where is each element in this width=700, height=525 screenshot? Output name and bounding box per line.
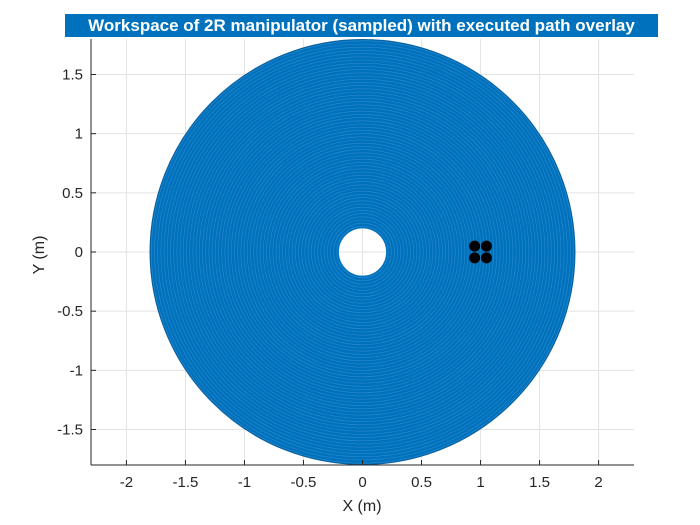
workspace-sample-ring bbox=[224, 114, 501, 390]
workspace-sample-ring bbox=[298, 187, 427, 317]
workspace-sample-ring bbox=[259, 149, 466, 355]
y-tick-label: 0.5 bbox=[62, 185, 83, 202]
x-tick-label: 1.5 bbox=[529, 474, 550, 491]
workspace-sample-ring bbox=[195, 85, 530, 419]
workspace-sample-ring bbox=[179, 69, 546, 435]
x-tick-label: 0 bbox=[358, 474, 366, 491]
workspace-sample-ring bbox=[237, 126, 488, 378]
workspace-sample-ring bbox=[192, 82, 533, 422]
workspace-sample-ring bbox=[160, 50, 565, 454]
workspace-sample-ring bbox=[211, 101, 514, 403]
workspace-sample-ring bbox=[243, 133, 482, 371]
workspace-sample-ring bbox=[170, 59, 555, 445]
x-axis-label: X (m) bbox=[342, 498, 382, 515]
x-tick-label: -1.5 bbox=[173, 474, 199, 491]
workspace-sample-ring bbox=[240, 130, 485, 374]
workspace-sample-ring bbox=[186, 75, 539, 429]
workspace-sample-ring bbox=[330, 219, 395, 285]
chart-title: Workspace of 2R manipulator (sampled) wi… bbox=[65, 14, 658, 37]
workspace-sample-ring bbox=[163, 53, 562, 451]
workspace-sample-ring bbox=[278, 168, 447, 336]
workspace-sample-ring bbox=[291, 181, 434, 323]
workspace-layer bbox=[149, 39, 576, 465]
workspace-sample-ring bbox=[250, 139, 475, 365]
workspace-sample-ring bbox=[285, 174, 440, 330]
y-tick-label: -1.5 bbox=[57, 422, 83, 439]
x-tick-label: -1 bbox=[238, 474, 251, 491]
workspace-sample-ring bbox=[230, 120, 495, 384]
workspace-sample-ring bbox=[262, 152, 463, 352]
tick-labels: -2 -1.5 -1 -0.5 0 0.5 1 1.5 2 -1.5 -1 -0.5 0 0.5 1 1.5 bbox=[57, 67, 603, 492]
workspace-sample-ring bbox=[282, 171, 443, 333]
y-tick-label: 1.5 bbox=[62, 67, 83, 84]
workspace-sample-ring bbox=[256, 146, 469, 358]
workspace-sample-ring bbox=[333, 222, 392, 282]
executed-path-layer bbox=[469, 240, 492, 264]
workspace-sample-ring bbox=[317, 206, 408, 298]
workspace-sample-ring bbox=[272, 162, 453, 342]
workspace-sample-ring bbox=[336, 226, 389, 278]
y-tick-label: -1 bbox=[70, 362, 83, 379]
workspace-sample-ring bbox=[320, 210, 405, 294]
workspace-sample-ring bbox=[246, 136, 479, 368]
y-tick-label: 0 bbox=[75, 244, 83, 261]
x-tick-label: -0.5 bbox=[291, 474, 317, 491]
workspace-region bbox=[150, 39, 575, 465]
workspace-sample-ring bbox=[198, 88, 527, 416]
x-tick-label: -2 bbox=[120, 474, 133, 491]
workspace-sample-ring bbox=[294, 184, 431, 320]
workspace-sample-ring bbox=[218, 107, 507, 397]
workspace-sample-ring bbox=[182, 72, 543, 432]
x-tick-label: 1 bbox=[476, 474, 484, 491]
workspace-sample-ring bbox=[221, 110, 504, 394]
workspace-sample-ring bbox=[304, 194, 421, 310]
workspace-sample-ring bbox=[214, 104, 511, 400]
workspace-sample-ring bbox=[234, 123, 491, 381]
workspace-sample-ring bbox=[323, 213, 402, 291]
workspace-sample-ring bbox=[301, 190, 424, 314]
workspace-sample-ring bbox=[166, 56, 559, 448]
workspace-sample-ring bbox=[227, 117, 498, 387]
workspace-sample-ring bbox=[269, 158, 456, 346]
workspace-sample-ring bbox=[208, 98, 517, 406]
workspace-sample-ring bbox=[202, 91, 523, 413]
workspace-sample-ring bbox=[173, 62, 552, 442]
y-axis-label: Y (m) bbox=[31, 235, 48, 275]
workspace-sample-ring bbox=[288, 178, 437, 326]
workspace-sample-ring bbox=[326, 216, 399, 288]
workspace-sample-ring bbox=[310, 200, 415, 304]
path-point bbox=[469, 252, 481, 264]
workspace-sample-ring bbox=[205, 94, 520, 410]
workspace-sample-ring bbox=[275, 165, 450, 339]
workspace-sample-ring bbox=[307, 197, 418, 307]
y-tick-label: -0.5 bbox=[57, 303, 83, 320]
workspace-sample-ring bbox=[314, 203, 411, 301]
workspace-sample-ring bbox=[189, 78, 536, 426]
workspace-sample-ring bbox=[157, 46, 568, 458]
y-tick-label: 1 bbox=[75, 126, 83, 143]
workspace-sample-ring bbox=[176, 66, 549, 438]
workspace-sample-ring bbox=[266, 155, 459, 349]
path-point bbox=[469, 240, 481, 252]
path-point bbox=[480, 240, 492, 252]
workspace-sample-ring bbox=[253, 142, 472, 362]
x-tick-label: 0.5 bbox=[411, 474, 432, 491]
x-tick-label: 2 bbox=[594, 474, 602, 491]
path-point bbox=[480, 252, 492, 264]
